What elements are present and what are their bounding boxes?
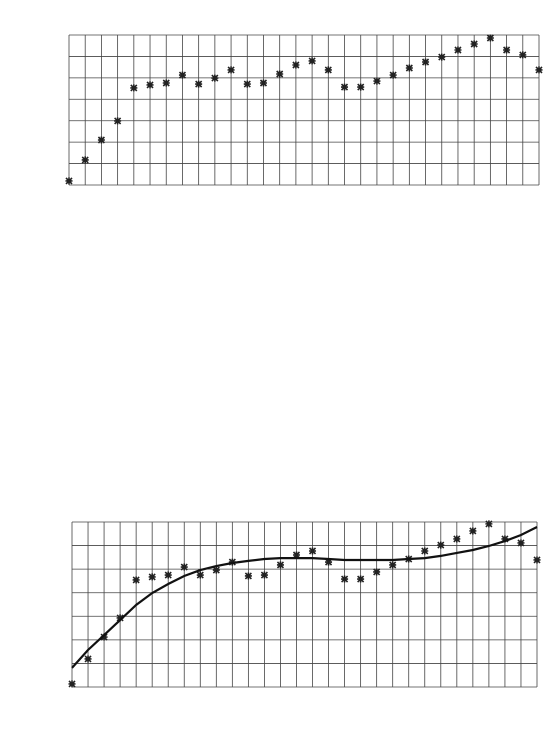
- marker: [373, 77, 381, 85]
- marker: [68, 680, 76, 688]
- marker: [389, 71, 397, 79]
- marker: [405, 64, 413, 72]
- marker: [485, 520, 493, 528]
- marker: [308, 547, 317, 555]
- marker: [146, 81, 154, 89]
- marker: [438, 53, 446, 61]
- marker: [486, 34, 494, 42]
- marker: [341, 575, 349, 583]
- marker: [132, 576, 140, 584]
- marker: [470, 40, 478, 48]
- marker: [164, 571, 172, 579]
- marker: [97, 136, 105, 144]
- marker: [421, 58, 430, 66]
- marker: [212, 566, 220, 574]
- marker: [340, 83, 349, 91]
- marker: [130, 84, 138, 92]
- marker: [503, 46, 511, 54]
- marker: [535, 66, 543, 74]
- marker: [227, 66, 235, 74]
- marker: [292, 551, 301, 559]
- marker: [81, 156, 89, 164]
- fit-curve: [71, 526, 538, 669]
- marker: [437, 541, 445, 549]
- marker: [114, 117, 122, 125]
- marker: [276, 70, 284, 78]
- marker: [453, 535, 461, 543]
- marker: [389, 561, 397, 569]
- marker: [195, 80, 203, 88]
- marker: [308, 57, 316, 65]
- marker: [501, 535, 509, 543]
- marker: [178, 71, 187, 79]
- marker: [357, 575, 365, 583]
- marker: [324, 66, 332, 74]
- marker: [357, 83, 365, 91]
- marker: [517, 539, 525, 547]
- marker: [292, 61, 300, 69]
- marker: [469, 527, 477, 535]
- marker: [533, 556, 541, 564]
- marker: [211, 74, 219, 82]
- marker: [244, 572, 252, 580]
- marker: [243, 80, 251, 88]
- marker: [148, 573, 156, 581]
- marker: [65, 177, 73, 185]
- marker: [180, 563, 188, 571]
- marker: [324, 558, 333, 566]
- marker: [196, 571, 204, 579]
- marker: [259, 79, 268, 87]
- marker: [260, 571, 268, 579]
- marker: [162, 79, 170, 87]
- marker: [84, 655, 92, 663]
- marker: [421, 547, 429, 555]
- marker: [116, 614, 124, 622]
- marker: [454, 46, 462, 54]
- marker: [519, 51, 527, 59]
- marker: [373, 568, 381, 576]
- marker: [100, 633, 108, 641]
- marker: [276, 561, 285, 569]
